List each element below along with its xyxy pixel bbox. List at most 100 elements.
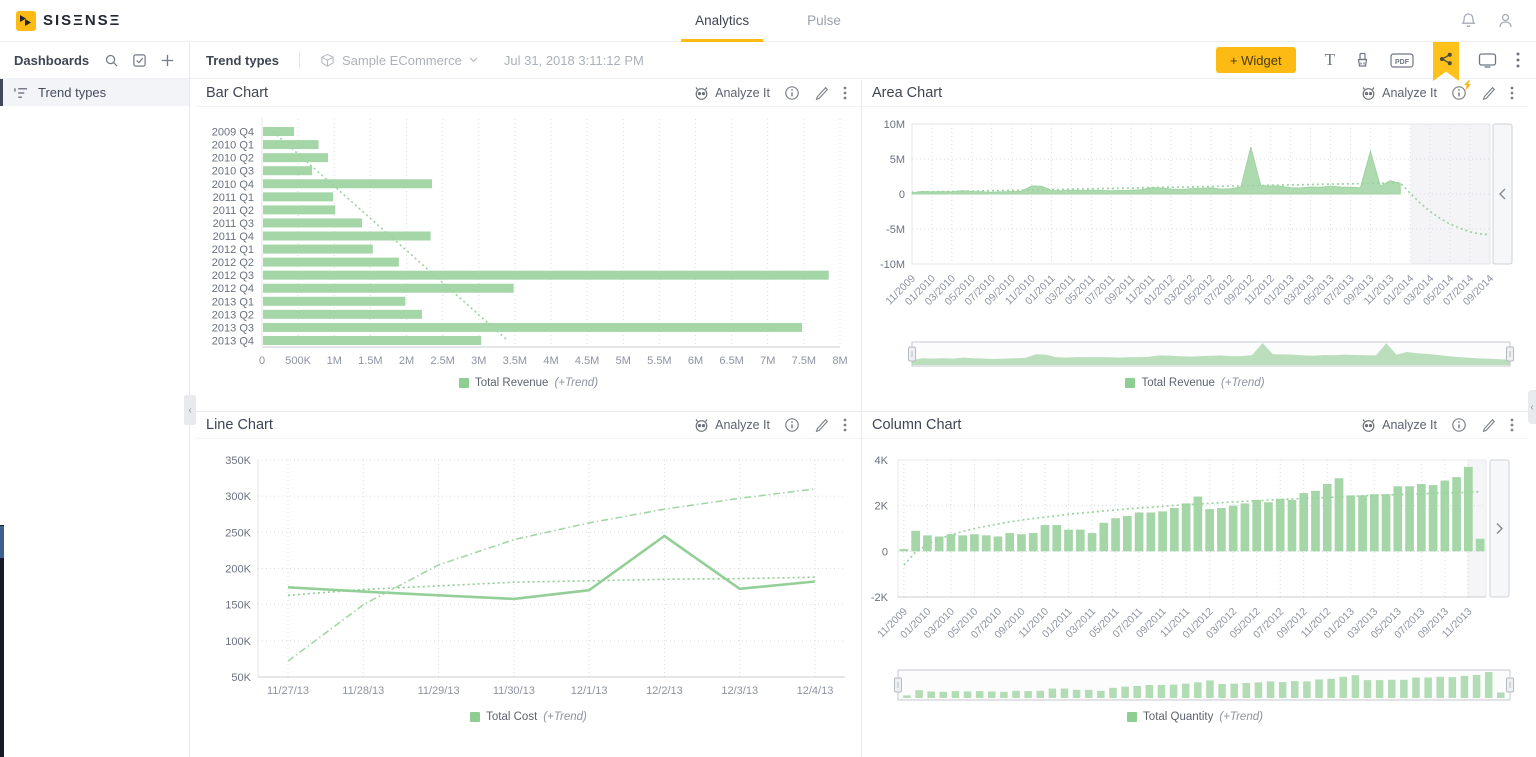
svg-text:10M: 10M bbox=[884, 119, 905, 131]
toolbar-divider bbox=[298, 51, 300, 69]
toolbar-menu-icon[interactable] bbox=[1516, 52, 1520, 68]
edit-pencil-icon[interactable] bbox=[814, 86, 829, 101]
add-widget-button[interactable]: + Widget bbox=[1215, 47, 1296, 73]
svg-text:5M: 5M bbox=[616, 355, 631, 367]
widget-title: Area Chart bbox=[872, 85, 943, 101]
sidebar-item-label: Trend types bbox=[38, 85, 107, 100]
svg-text:2.5M: 2.5M bbox=[430, 355, 454, 367]
sidebar-item-trend-types[interactable]: Trend types bbox=[0, 79, 189, 106]
svg-text:6.5M: 6.5M bbox=[719, 355, 743, 367]
left-edge-scrollbar[interactable] bbox=[0, 525, 4, 757]
dashboard-timestamp: Jul 31, 2018 3:11:12 PM bbox=[503, 52, 644, 68]
sidebar-collapse-handle[interactable]: ‹ bbox=[184, 395, 196, 425]
svg-text:2013 Q4: 2013 Q4 bbox=[212, 335, 254, 347]
widget-menu-icon[interactable] bbox=[843, 86, 847, 100]
svg-text:2M: 2M bbox=[399, 355, 414, 367]
svg-text:2012 Q3: 2012 Q3 bbox=[212, 270, 254, 282]
export-pdf-icon[interactable]: PDF bbox=[1390, 52, 1414, 69]
owl-icon bbox=[1362, 86, 1375, 100]
legend-trend-suffix: (+Trend) bbox=[543, 711, 587, 723]
legend-swatch bbox=[1125, 378, 1136, 388]
widget-area-chart: Area Chart Analyze It bbox=[862, 80, 1528, 411]
add-text-icon[interactable]: T bbox=[1324, 50, 1335, 69]
multi-select-icon[interactable] bbox=[132, 53, 147, 68]
info-icon[interactable] bbox=[1451, 80, 1471, 101]
svg-text:500K: 500K bbox=[285, 355, 311, 367]
sidebar-header: Dashboards bbox=[0, 42, 189, 79]
analyze-it-button[interactable]: Analyze It bbox=[693, 418, 770, 433]
svg-text:12/1/13: 12/1/13 bbox=[571, 685, 608, 697]
svg-text:5M: 5M bbox=[890, 154, 905, 166]
widget-menu-icon[interactable] bbox=[843, 418, 847, 432]
svg-text:200K: 200K bbox=[225, 564, 251, 576]
svg-text:2011 Q3: 2011 Q3 bbox=[213, 218, 254, 230]
legend-trend-suffix: (+Trend) bbox=[1220, 377, 1265, 389]
sisense-logo[interactable]: SISΞNSΞ bbox=[16, 10, 122, 31]
svg-text:7.5M: 7.5M bbox=[792, 355, 816, 367]
right-panel-collapse-handle[interactable]: ‹ bbox=[1528, 390, 1536, 424]
svg-text:2010 Q2: 2010 Q2 bbox=[212, 153, 254, 165]
widget-line-chart: Line Chart Analyze It bbox=[196, 412, 861, 757]
widget-menu-icon[interactable] bbox=[1510, 86, 1514, 100]
line-chart-legend[interactable]: Total Cost (+Trend) bbox=[196, 711, 861, 723]
owl-icon bbox=[695, 86, 708, 100]
svg-text:5.5M: 5.5M bbox=[647, 355, 671, 367]
widget-menu-icon[interactable] bbox=[1510, 418, 1514, 432]
legend-swatch bbox=[458, 378, 469, 388]
tab-analytics[interactable]: Analytics bbox=[681, 0, 764, 42]
style-brush-icon[interactable] bbox=[1354, 52, 1371, 69]
svg-text:2011 Q2: 2011 Q2 bbox=[213, 205, 254, 217]
sidebar-title: Dashboards bbox=[14, 52, 90, 68]
owl-icon bbox=[695, 418, 708, 432]
edit-pencil-icon[interactable] bbox=[814, 418, 829, 433]
column-divider bbox=[861, 80, 862, 757]
tab-pulse[interactable]: Pulse bbox=[807, 12, 841, 28]
svg-text:4K: 4K bbox=[875, 455, 889, 467]
dashboards-sidebar: Dashboards bbox=[0, 42, 190, 757]
svg-text:2012 Q4: 2012 Q4 bbox=[212, 283, 254, 295]
line-chart-plot[interactable]: 350K 300K 250K 200K 150K 100K 50K 11/27/13 11/28… bbox=[196, 439, 856, 754]
search-icon[interactable] bbox=[104, 53, 119, 68]
svg-text:2010 Q3: 2010 Q3 bbox=[212, 166, 254, 178]
share-icon bbox=[1439, 52, 1452, 66]
widget-title: Column Chart bbox=[872, 417, 962, 433]
info-icon[interactable] bbox=[784, 85, 800, 101]
alert-bolt-icon bbox=[1463, 78, 1472, 96]
svg-text:150K: 150K bbox=[225, 600, 251, 612]
bar-chart-plot[interactable]: 0 500K 1M 1.5M 2M 2.5M 3M 3.5M 4M 4.5M 5M 5.5M 6M 6.5… bbox=[196, 107, 856, 407]
datasource-selector[interactable]: Sample ECommerce bbox=[320, 53, 478, 68]
main-area: Trend types Sample ECommerce Jul 31, 201… bbox=[190, 42, 1536, 757]
edit-pencil-icon[interactable] bbox=[1481, 86, 1496, 101]
widget-title: Bar Chart bbox=[206, 85, 269, 101]
area-chart-plot[interactable]: 10M5M0-5M-10M11/200901/201003/201005/201… bbox=[862, 107, 1528, 407]
info-icon[interactable] bbox=[784, 417, 800, 433]
notifications-bell-icon[interactable] bbox=[1460, 12, 1477, 29]
analyze-it-button[interactable]: Analyze It bbox=[693, 86, 770, 101]
svg-text:2013 Q1: 2013 Q1 bbox=[212, 296, 254, 308]
svg-text:4M: 4M bbox=[543, 355, 558, 367]
widget-header: Bar Chart Analyze It bbox=[196, 80, 861, 107]
svg-text:1.5M: 1.5M bbox=[358, 355, 382, 367]
widget-title: Line Chart bbox=[206, 417, 273, 433]
svg-text:0: 0 bbox=[899, 189, 905, 201]
dashboard-toolbar: Trend types Sample ECommerce Jul 31, 201… bbox=[190, 42, 1536, 81]
analyze-it-button[interactable]: Analyze It bbox=[1360, 86, 1437, 101]
user-profile-icon[interactable] bbox=[1497, 12, 1514, 29]
edit-pencil-icon[interactable] bbox=[1481, 418, 1496, 433]
svg-text:7M: 7M bbox=[760, 355, 775, 367]
brand-wordmark: SISΞNSΞ bbox=[43, 12, 122, 29]
column-chart-plot[interactable]: 4K2K0-2K11/200901/201003/201005/201007/2… bbox=[862, 439, 1528, 754]
area-chart-legend[interactable]: Total Revenue (+Trend) bbox=[862, 377, 1528, 389]
add-dashboard-icon[interactable] bbox=[160, 53, 175, 68]
info-icon[interactable] bbox=[1451, 417, 1467, 433]
bar-chart-legend[interactable]: Total Revenue (+Trend) bbox=[196, 377, 861, 389]
widget-bar-chart: Bar Chart Analyze It bbox=[196, 80, 861, 411]
legend-trend-suffix: (+Trend) bbox=[1219, 711, 1263, 723]
row-divider bbox=[190, 411, 1528, 412]
share-ribbon[interactable] bbox=[1433, 42, 1459, 81]
widget-header: Column Chart Analyze It bbox=[862, 412, 1528, 439]
display-mode-icon[interactable] bbox=[1478, 52, 1497, 69]
column-chart-legend[interactable]: Total Quantity (+Trend) bbox=[862, 711, 1528, 723]
analyze-it-button[interactable]: Analyze It bbox=[1360, 418, 1437, 433]
